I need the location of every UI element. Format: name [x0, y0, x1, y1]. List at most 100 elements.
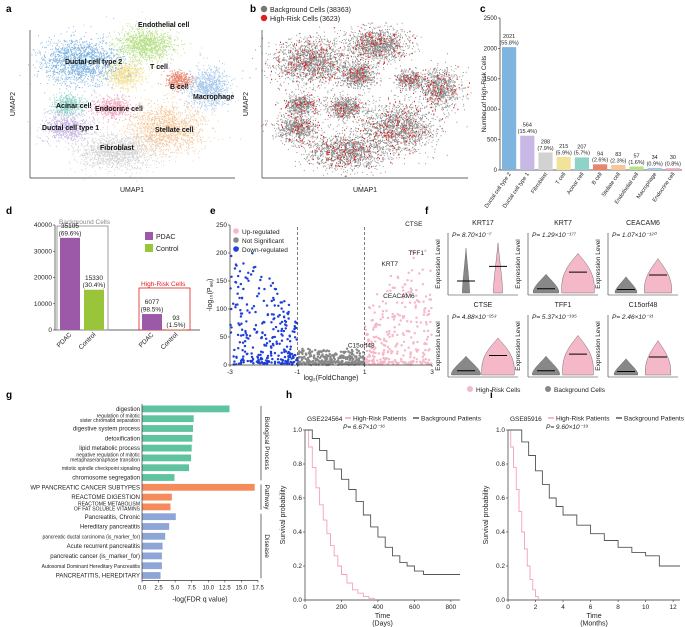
cluster-label: T cell [150, 64, 168, 71]
bar-value-label: 564 (15.4%) [518, 123, 537, 135]
y-tick-label: 1500 [484, 77, 498, 83]
violin-pvalue: P= 4.88×10⁻²⁵³ [452, 314, 497, 321]
cluster-label: Stellate cell [155, 127, 194, 134]
violin-shape [493, 242, 503, 294]
y-tick-label: 0 [494, 168, 498, 174]
bar [142, 434, 193, 442]
bar-value-label: 57 (1.6%) [628, 154, 644, 166]
y-axis-label: Survival probability [483, 485, 490, 544]
x-tick-label: Control [78, 331, 98, 351]
violin-title: CEACAM6 [626, 220, 660, 227]
y-tick-label: 200 [216, 250, 227, 257]
bar-value-label: 288 (7.9%) [537, 139, 553, 151]
y-tick-label: 250 [216, 222, 227, 229]
panel-letter-g: g [6, 390, 12, 401]
x-tick-label: 2.5 [154, 585, 163, 591]
cluster-label: Endothelial cell [138, 22, 189, 29]
km-curve [508, 429, 680, 567]
y-tick-label: 0.0 [293, 597, 302, 604]
y-tick-label: 1.0 [293, 427, 302, 434]
bar [84, 289, 104, 330]
y-tick-label: 2500 [484, 16, 498, 22]
y-tick-label: 0 [223, 362, 227, 369]
y-tick-label: 0.6 [496, 495, 505, 502]
legend-label: Control [156, 246, 179, 253]
logrank-pvalue: P= 9.60×10⁻¹⁹ [546, 424, 588, 431]
x-tick-label: 4 [561, 604, 565, 611]
violin-shape [533, 273, 559, 294]
group-label: Pathway [263, 485, 270, 511]
bar [556, 156, 571, 170]
y-axis-label: Expression Level [515, 321, 522, 371]
umap-cluster-acinar-cell: Acinar cell [46, 90, 93, 120]
x-axis-label: -log(FDR q value) [172, 596, 227, 603]
legend-marker [260, 14, 268, 22]
violin-pvalue: P= 8.70×10⁻⁷ [452, 232, 492, 239]
high-risk-cells [261, 23, 470, 177]
violin-shape [451, 355, 481, 376]
panel-a: Endothelial cell T cell B cell Macrophage Du… [10, 11, 243, 194]
bar [142, 552, 162, 560]
violin-pvalue: P= 1.07×10⁻¹²⁰ [612, 232, 657, 239]
legend-marker [233, 237, 239, 243]
bar-value-label: 215 (5.9%) [556, 144, 572, 156]
y-tick-label: 50 [220, 334, 228, 341]
violin-tff1: TFF1 P= 5.37×10⁻¹⁹⁵ Expression Level [515, 302, 598, 378]
x-axis-label: UMAP1 [120, 187, 144, 194]
legend-marker [467, 386, 473, 392]
legend-marker [545, 386, 551, 392]
violin-shape [532, 355, 560, 376]
bar-value-label: 15330 (30.4%) [83, 275, 106, 289]
gene-annotation: KRT7 [382, 261, 399, 268]
y-tick-label: 0.0 [496, 597, 505, 604]
cluster-label: Ductal cell type 2 [65, 59, 122, 66]
x-tick-label: 0 [506, 604, 510, 611]
gene-annotation: TFF1 [408, 250, 424, 257]
bar-value-label: 6077 (98.5%) [141, 299, 164, 313]
y-tick-label: 0.2 [496, 563, 505, 570]
x-tick-label: B cell [591, 172, 604, 186]
y-tick-label: 30000 [34, 248, 52, 255]
violin-shape [462, 248, 470, 294]
bar [142, 454, 192, 462]
bar [142, 532, 166, 540]
bar [142, 542, 163, 550]
violin-shape [614, 276, 638, 294]
violin-ceacam6: CEACAM6 P= 1.07×10⁻¹²⁰ Expression Level [595, 220, 678, 296]
bar [142, 405, 230, 413]
x-axis-label: Time (Months) [580, 613, 608, 627]
bar [611, 164, 626, 170]
legend-label: Not Significant [242, 238, 284, 245]
km-curve [305, 429, 375, 600]
up-regulated-points [363, 249, 433, 366]
violin-shape [644, 258, 672, 294]
panel-letter-a: a [6, 4, 12, 15]
x-tick-label: Acinar cell [566, 172, 585, 196]
y-tick-label: 1000 [484, 107, 498, 113]
term-label: pancreatic ductal carcinoma (is_marker_f… [42, 534, 140, 540]
group-label: Biological Process [263, 417, 270, 471]
x-axis-label: Time (Days) [372, 613, 393, 627]
violin-title: CTSE [474, 302, 493, 309]
x-tick-label: 12.5 [219, 585, 231, 591]
y-axis-label: Survival probability [280, 485, 287, 544]
violin-pvalue: P= 2.46×10⁻³¹ [612, 314, 654, 321]
bar-value-label: 94 (2.6%) [592, 151, 608, 163]
x-tick-label: PDAC [56, 331, 74, 349]
violin-pvalue: P= 5.37×10⁻¹⁹⁵ [532, 314, 577, 321]
bar-value-label: 83 (2.3%) [610, 152, 626, 164]
term-label: pancreatic cancer (is_marker_for) [50, 554, 140, 560]
term-label: digestion [116, 407, 140, 413]
term-label: Acute recurrent pancreatitis [67, 544, 140, 550]
bar-value-label: 2021 (55.8%) [499, 34, 518, 46]
y-tick-label: 40000 [34, 222, 52, 229]
legend-label: Up-regulated [242, 229, 280, 236]
violin-krt7: KRT7 P= 1.29×10⁻¹⁷⁷ Expression Level [515, 220, 598, 296]
y-axis-label: Expression Level [435, 239, 442, 289]
group-title: Background Cells [59, 219, 111, 226]
panel-letter-h: h [286, 390, 292, 401]
bar-value-label: 207 (5.7%) [574, 144, 590, 156]
umap-cluster-macrophage: Macrophage [176, 52, 243, 118]
umap-cluster-endothelial-cell: Endothelial cell [83, 11, 202, 73]
x-tick-label: Control [160, 331, 180, 351]
